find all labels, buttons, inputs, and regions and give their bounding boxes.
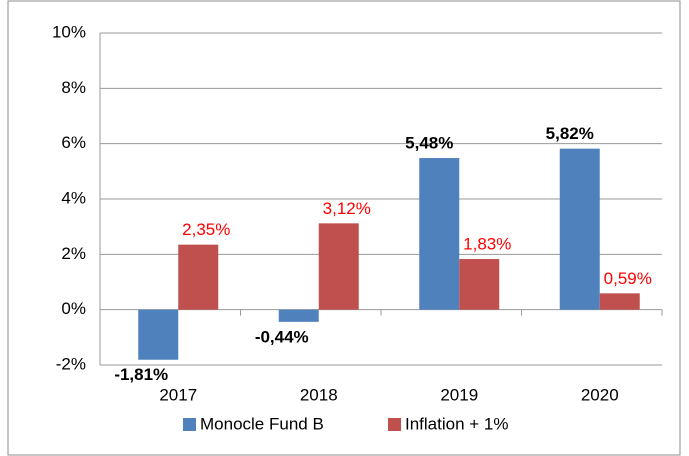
- bar: [318, 223, 359, 310]
- bar: [559, 148, 600, 310]
- bar: [599, 293, 640, 310]
- legend-label: Inflation + 1%: [405, 414, 509, 433]
- x-tick-label: 2017: [159, 385, 197, 404]
- data-label: -1,81%: [114, 365, 168, 384]
- data-label: 5,82%: [546, 124, 594, 143]
- legend-label: Monocle Fund B: [200, 414, 324, 433]
- y-tick-label: 0%: [61, 299, 86, 318]
- y-tick-label: 8%: [61, 78, 86, 97]
- data-label: 1,83%: [463, 235, 511, 254]
- y-tick-label: 2%: [61, 244, 86, 263]
- bar: [278, 309, 319, 322]
- bar: [138, 309, 179, 360]
- bar: [459, 259, 500, 310]
- y-tick-label: 4%: [61, 188, 86, 207]
- data-label: 2,35%: [182, 220, 230, 239]
- data-label: 3,12%: [323, 199, 371, 218]
- x-tick-label: 2018: [300, 385, 338, 404]
- y-tick-label: -2%: [56, 354, 86, 373]
- x-tick-label: 2020: [581, 385, 619, 404]
- data-label: 0,59%: [604, 269, 652, 288]
- bar: [178, 244, 219, 310]
- data-label: -0,44%: [255, 327, 309, 346]
- bar: [419, 158, 460, 310]
- legend-swatch: [183, 418, 196, 431]
- x-tick-label: 2019: [440, 385, 478, 404]
- data-label: 5,48%: [405, 134, 453, 153]
- y-tick-label: 10%: [52, 22, 86, 41]
- legend-swatch: [388, 418, 401, 431]
- y-tick-label: 6%: [61, 133, 86, 152]
